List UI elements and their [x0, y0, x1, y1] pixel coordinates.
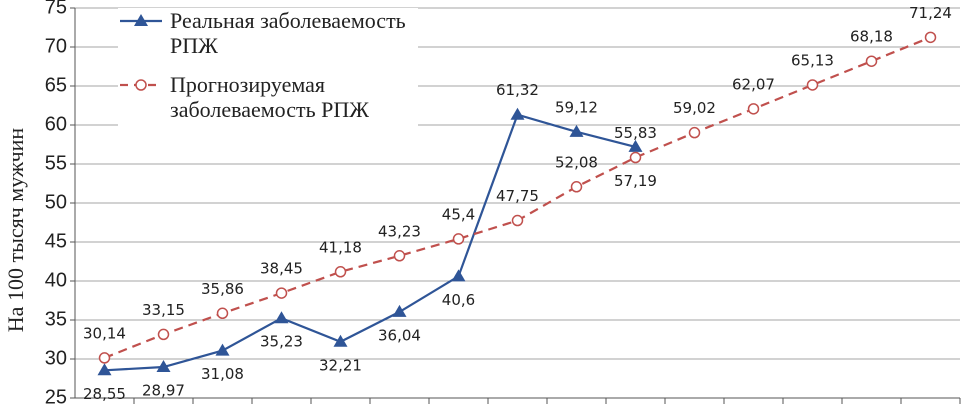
y-tick-label: 25 [45, 386, 67, 408]
marker [452, 233, 465, 245]
legend-label: Реальная заболеваемость РПЖ [170, 8, 406, 58]
marker [924, 31, 937, 44]
y-tick-label: 45 [45, 230, 67, 252]
marker [215, 343, 230, 356]
data-label: 38,45 [260, 260, 303, 278]
y-tick-label: 75 [45, 0, 67, 18]
marker [747, 103, 760, 115]
data-label: 30,14 [83, 324, 126, 342]
marker [156, 360, 171, 373]
data-label: 71,24 [909, 4, 952, 22]
marker [97, 363, 112, 376]
series-line [104, 113, 636, 372]
legend-item: Прогнозируемая заболеваемость РПЖ [118, 72, 418, 122]
data-label: 33,15 [142, 301, 185, 319]
data-label: 35,86 [201, 280, 244, 298]
data-label: 28,97 [142, 382, 185, 400]
marker [569, 124, 584, 137]
marker [274, 311, 289, 324]
marker [511, 214, 524, 227]
y-tick-label: 55 [45, 152, 67, 174]
marker [629, 151, 642, 164]
data-label: 52,08 [555, 153, 598, 171]
data-label: 45,4 [442, 205, 475, 223]
data-label: 61,32 [496, 81, 539, 99]
marker [688, 126, 701, 139]
data-label: 32,21 [319, 356, 362, 374]
marker [451, 269, 466, 282]
legend-swatch [120, 14, 162, 26]
marker [393, 250, 406, 262]
marker [628, 139, 643, 152]
y-axis-label: На 100 тысяч мужчин [3, 128, 28, 333]
marker [157, 328, 170, 341]
legend-label: Прогнозируемая заболеваемость РПЖ [170, 72, 369, 122]
data-label: 59,02 [673, 99, 716, 117]
y-tick-label: 35 [45, 308, 67, 330]
data-label: 47,75 [496, 187, 539, 205]
data-label: 35,23 [260, 333, 303, 351]
legend: Реальная заболеваемость РПЖ Прогнозируема… [118, 8, 418, 136]
marker [510, 107, 525, 120]
data-label: 31,08 [201, 365, 244, 383]
marker [392, 304, 407, 317]
data-label: 59,12 [555, 98, 598, 116]
y-tick-label: 40 [45, 269, 67, 291]
y-tick-label: 50 [45, 191, 67, 213]
data-label: 68,18 [850, 28, 893, 46]
legend-marker [135, 79, 147, 91]
y-tick-label: 30 [45, 347, 67, 369]
legend-marker [134, 14, 148, 26]
legend-swatch [120, 79, 162, 91]
y-tick-label: 60 [45, 113, 67, 135]
data-label: 65,13 [791, 51, 834, 69]
marker [806, 79, 819, 91]
data-label: 36,04 [378, 326, 421, 344]
marker [275, 287, 288, 299]
marker [333, 334, 348, 347]
marker [98, 352, 111, 364]
data-label: 62,07 [732, 75, 775, 93]
legend-item: Реальная заболеваемость РПЖ [118, 8, 418, 58]
y-tick-label: 70 [45, 35, 67, 57]
data-label: 40,6 [442, 291, 475, 309]
data-label: 41,18 [319, 238, 362, 256]
y-tick-label: 65 [45, 74, 67, 96]
data-label: 57,19 [614, 172, 657, 190]
marker [570, 181, 583, 193]
data-label: 43,23 [378, 222, 421, 240]
data-label: 28,55 [83, 385, 126, 403]
marker [216, 307, 229, 320]
marker [334, 266, 347, 278]
marker [865, 55, 878, 67]
data-label: 55,83 [614, 124, 657, 142]
